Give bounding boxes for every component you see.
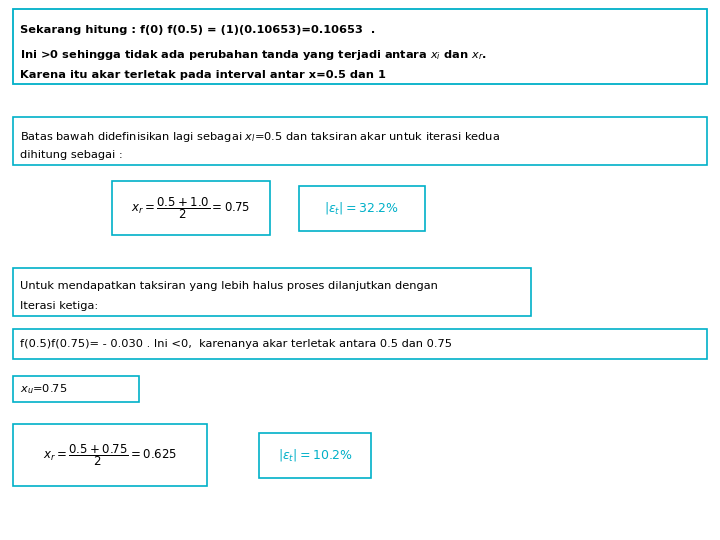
FancyBboxPatch shape — [13, 424, 207, 486]
Text: $x_r = \dfrac{0.5+0.75}{2} = 0.625$: $x_r = \dfrac{0.5+0.75}{2} = 0.625$ — [43, 442, 177, 468]
Text: Sekarang hitung : f(0) f(0.5) = (1)(0.10653)=0.10653  .: Sekarang hitung : f(0) f(0.5) = (1)(0.10… — [20, 25, 375, 36]
FancyBboxPatch shape — [13, 117, 707, 165]
Text: Batas bawah didefinisikan lagi sebagai $x_l$=0.5 dan taksiran akar untuk iterasi: Batas bawah didefinisikan lagi sebagai $… — [20, 130, 500, 144]
FancyBboxPatch shape — [13, 268, 531, 316]
Text: Iterasi ketiga:: Iterasi ketiga: — [20, 301, 99, 311]
FancyBboxPatch shape — [112, 181, 270, 235]
FancyBboxPatch shape — [13, 9, 707, 84]
Text: Untuk mendapatkan taksiran yang lebih halus proses dilanjutkan dengan: Untuk mendapatkan taksiran yang lebih ha… — [20, 281, 438, 292]
Text: $x_u$=0.75: $x_u$=0.75 — [20, 382, 68, 396]
Text: $|\varepsilon_t| = 10.2\%$: $|\varepsilon_t| = 10.2\%$ — [278, 448, 352, 463]
Text: f(0.5)f(0.75)= - 0.030 . Ini <0,  karenanya akar terletak antara 0.5 dan 0.75: f(0.5)f(0.75)= - 0.030 . Ini <0, karenan… — [20, 339, 452, 349]
FancyBboxPatch shape — [13, 329, 707, 359]
Text: dihitung sebagai :: dihitung sebagai : — [20, 150, 123, 160]
FancyBboxPatch shape — [299, 186, 425, 231]
Text: Ini >0 sehingga tidak ada perubahan tanda yang terjadi antara $x_i$ dan $x_r$.: Ini >0 sehingga tidak ada perubahan tand… — [20, 48, 487, 62]
Text: Karena itu akar terletak pada interval antar x=0.5 dan 1: Karena itu akar terletak pada interval a… — [20, 70, 386, 80]
FancyBboxPatch shape — [259, 433, 371, 478]
Text: $|\varepsilon_t| = 32.2\%$: $|\varepsilon_t| = 32.2\%$ — [325, 200, 399, 216]
Text: $x_r = \dfrac{0.5+1.0}{2} = 0.75$: $x_r = \dfrac{0.5+1.0}{2} = 0.75$ — [131, 195, 251, 221]
FancyBboxPatch shape — [13, 376, 139, 402]
